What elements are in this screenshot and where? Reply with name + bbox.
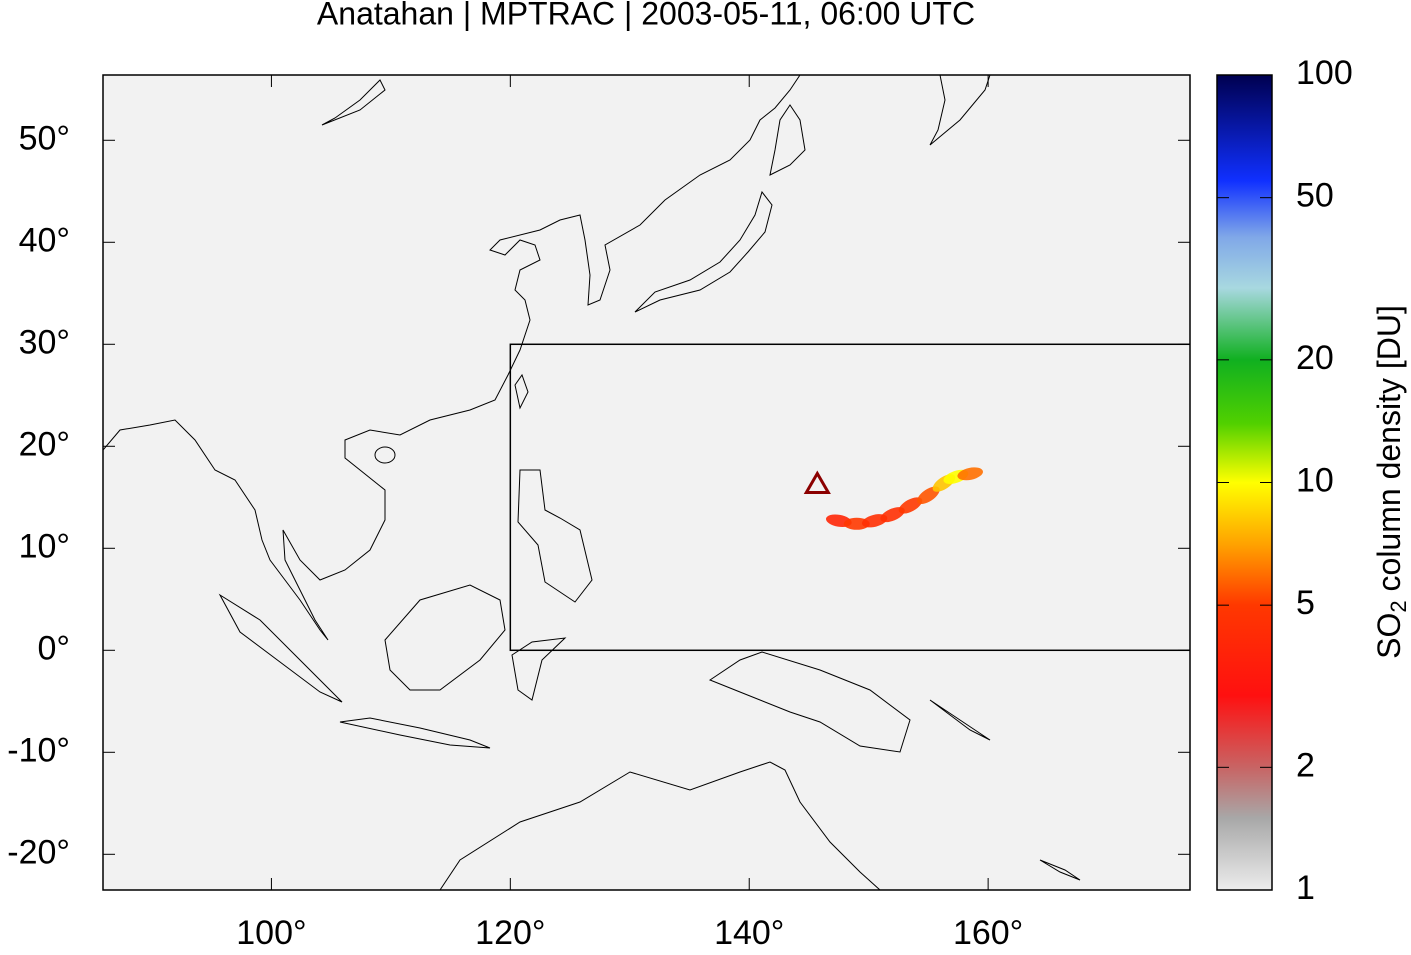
x-tick-label: 140° — [714, 914, 784, 950]
colorbar-label-suffix: column density [DU] — [1371, 305, 1407, 600]
y-tick-label: 10° — [19, 527, 70, 565]
colorbar-tick-label: 100 — [1296, 54, 1353, 92]
colorbar-tick-label: 5 — [1296, 584, 1315, 622]
y-tick-label: 50° — [19, 119, 70, 157]
map-area — [103, 75, 1190, 890]
y-tick-label: -10° — [7, 731, 70, 769]
colorbar-label-subscript: 2 — [1386, 600, 1411, 612]
y-tick-label: 30° — [19, 323, 70, 361]
coastlines — [103, 75, 1081, 890]
overlay — [509, 343, 1190, 652]
plume-cell — [880, 507, 905, 523]
colorbar-label-prefix: SO — [1371, 613, 1407, 659]
y-tick-label: 0° — [37, 629, 70, 667]
colorbar-tick-label: 1 — [1296, 869, 1315, 907]
plume-cell — [957, 467, 983, 481]
x-tick-label: 100° — [236, 914, 306, 950]
y-tick-label: -20° — [7, 833, 70, 871]
colorbar-tick-label: 20 — [1296, 339, 1334, 377]
colorbar-label: SO2 column density [DU] — [1371, 305, 1410, 659]
region-box — [509, 343, 1190, 652]
colorbar-tick-label: 50 — [1296, 177, 1334, 215]
colorbar-tick-label: 10 — [1296, 461, 1334, 499]
y-tick-label: 40° — [19, 221, 70, 259]
chart-title: Anatahan | MPTRAC | 2003-05-11, 06:00 UT… — [317, 0, 975, 31]
plot-frame — [102, 74, 1191, 891]
colorbar-tick-label: 2 — [1296, 746, 1315, 784]
volcano-marker — [803, 470, 831, 495]
x-tick-label: 120° — [475, 914, 545, 950]
plume-cell — [898, 497, 923, 514]
x-tick-label: 160° — [953, 914, 1023, 950]
y-tick-label: 20° — [19, 425, 70, 463]
